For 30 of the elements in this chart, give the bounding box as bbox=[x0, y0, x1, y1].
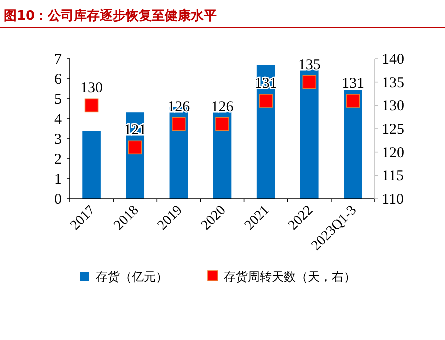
point bbox=[346, 94, 360, 108]
point bbox=[84, 98, 99, 113]
y-tick-label: 0 bbox=[54, 192, 62, 208]
y2-tick-label: 115 bbox=[382, 168, 404, 185]
y-tick-label: 4 bbox=[54, 112, 62, 128]
point bbox=[172, 117, 186, 132]
y2-tick-label: 130 bbox=[382, 98, 404, 115]
legend-label: 存货周转天数（天，右） bbox=[224, 270, 356, 284]
data-label: 131 bbox=[342, 76, 364, 92]
point bbox=[259, 94, 273, 108]
bar bbox=[82, 131, 101, 199]
y-tick-label: 3 bbox=[54, 132, 62, 148]
point bbox=[216, 117, 230, 132]
legend-label: 存货（亿元） bbox=[96, 270, 168, 284]
y-tick-label: 7 bbox=[54, 52, 62, 68]
point bbox=[128, 140, 142, 155]
y2-tick-label: 120 bbox=[382, 145, 404, 162]
y-tick-label: 6 bbox=[54, 72, 62, 88]
y2-tick-label: 140 bbox=[382, 52, 404, 68]
y2-tick-label: 135 bbox=[382, 75, 404, 92]
point bbox=[302, 75, 317, 90]
data-label: 126 bbox=[211, 99, 234, 116]
chart-title: 图10：公司库存逐步恢复至健康水平 bbox=[4, 8, 218, 24]
y2-tick-label: 125 bbox=[382, 122, 404, 138]
y-tick-label: 5 bbox=[54, 92, 62, 108]
bar bbox=[300, 68, 319, 199]
y-tick-label: 2 bbox=[54, 152, 62, 168]
data-label: 130 bbox=[80, 80, 104, 97]
y2-tick-label: 110 bbox=[382, 192, 404, 208]
y-tick-label: 1 bbox=[54, 172, 62, 188]
